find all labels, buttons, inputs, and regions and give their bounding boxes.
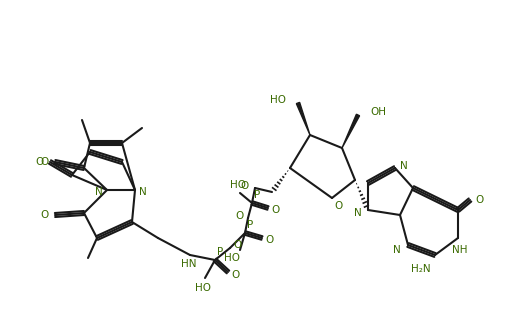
Text: P: P <box>253 190 260 200</box>
Polygon shape <box>296 102 309 135</box>
Text: N: N <box>139 187 147 197</box>
Text: HO: HO <box>223 253 240 263</box>
Text: O: O <box>475 195 483 205</box>
Text: O: O <box>41 210 49 220</box>
Text: P: P <box>246 220 252 230</box>
Text: N: N <box>95 187 103 197</box>
Text: O: O <box>36 157 44 167</box>
Text: OH: OH <box>369 107 385 117</box>
Text: HO: HO <box>194 283 211 293</box>
Polygon shape <box>342 114 359 148</box>
Text: N: N <box>400 161 407 171</box>
Text: O: O <box>271 205 279 215</box>
Text: O: O <box>41 157 49 167</box>
Text: O: O <box>234 240 242 250</box>
Text: O: O <box>240 181 248 191</box>
Text: N: N <box>353 208 361 218</box>
Text: O: O <box>265 235 274 245</box>
Text: P: P <box>216 247 223 257</box>
Text: O: O <box>232 270 240 280</box>
Text: O: O <box>235 211 244 221</box>
Text: NH: NH <box>451 245 467 255</box>
Text: HO: HO <box>269 95 286 105</box>
Text: O: O <box>334 201 343 211</box>
Text: HN: HN <box>181 259 196 269</box>
Text: HO: HO <box>230 180 245 190</box>
Text: H₂N: H₂N <box>410 264 430 274</box>
Text: N: N <box>392 245 400 255</box>
